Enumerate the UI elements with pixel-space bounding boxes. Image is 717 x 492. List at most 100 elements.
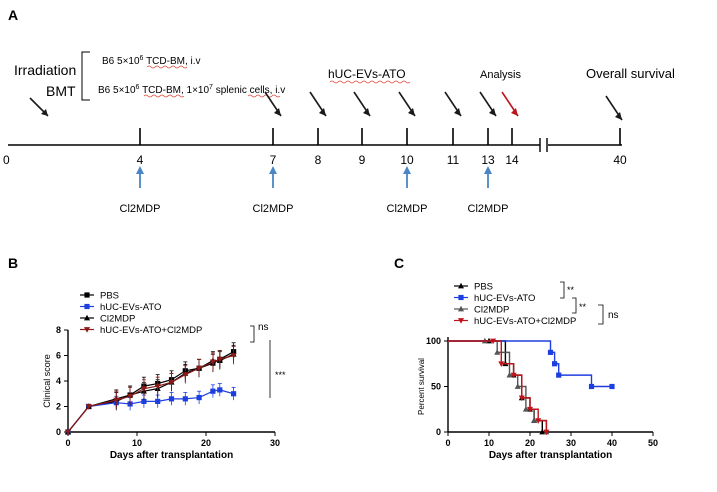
data-point [527,406,533,413]
data-point [155,398,161,404]
treatment-arrow-head [363,108,370,116]
data-point [514,383,521,389]
legend-marker [84,327,90,333]
bmt-label: BMT [46,83,76,99]
legend-label: Cl2MDP [100,314,135,325]
legend-marker [84,314,90,321]
b6-line-2: B6 5×106 TCD-BM, 1×107 splenic cells, i.… [98,84,285,96]
data-point [196,365,203,372]
y-axis-label: Clinical score [42,354,52,408]
y-axis-label: Percent survival [417,358,426,415]
spellcheck-underline [143,94,185,98]
spellcheck-underline [247,94,281,98]
data-point [518,395,525,402]
significance-bracket [560,281,565,299]
data-point [127,393,134,400]
treatment-arrow-head [408,108,415,116]
y-tick-label: 50 [431,382,441,392]
legend-marker [84,303,90,310]
panel-c-survival: C 0 10 20 30 40 50 0 50 100 Days after transplant… [394,255,658,461]
data-point [65,429,71,436]
timeline-day-label: 0 [3,153,10,167]
significance-label: *** [275,370,286,380]
data-point [113,397,120,404]
x-tick-label: 20 [525,438,535,448]
timeline-day-label: 13 [481,153,495,167]
y-tick-label: 4 [56,376,61,386]
data-point [552,361,558,367]
x-tick-label: 40 [607,438,617,448]
survival-arrow-head [615,112,622,120]
data-point [231,391,237,397]
data-point [510,372,517,379]
x-tick-label: 30 [270,438,280,448]
data-point [196,394,202,401]
panel-b-clinical-score: B 0 10 20 30 0 2 4 6 8 Days after transplantation… [8,255,286,461]
legend-marker [458,282,464,289]
data-point [154,383,161,390]
legend-marker [84,292,90,298]
series-line-1 [67,389,234,433]
treatment-label: hUC-EVs-ATO [328,67,406,81]
x-tick-label: 20 [201,438,211,448]
treatment-arrow-head [274,108,281,116]
cl2mdp-label: Cl2MDP [468,203,509,215]
data-point [182,396,188,402]
treatment-arrow-head [319,108,326,116]
x-axis-label: Days after transplantation [489,450,612,461]
analysis-arrow-head [511,108,518,116]
panel-c-letter: C [394,255,404,271]
timeline-day-label: 14 [505,153,519,167]
data-point [141,398,147,404]
significance-label: ns [258,322,269,333]
data-point [182,372,189,378]
data-point [85,404,92,410]
data-point [210,388,216,394]
x-tick-label: 0 [445,438,450,448]
y-tick-label: 0 [56,427,61,437]
spellcheck-underline [146,65,188,69]
data-point [535,418,542,424]
irradiation-arrowhead [41,109,48,116]
legend-label: hUC-EVs-ATO+Cl2MDP [474,316,576,327]
legend-label: hUC-EVs-ATO [474,293,535,304]
panel-a-letter: A [8,7,18,23]
cl2mdp-label: Cl2MDP [120,203,161,215]
y-tick-label: 6 [56,351,61,361]
irradiation-label: Irradiation [14,62,76,78]
y-tick-label: 0 [436,427,441,437]
cl2mdp-label: Cl2MDP [387,203,428,215]
treatment-arrow-head [454,108,461,116]
data-point [498,361,505,367]
y-tick-label: 2 [56,402,61,412]
panel-a-timeline: A Irradiation BMT B6 5×106 TCD-BM, i.v B… [3,7,675,215]
bmt-bracket [81,51,90,101]
data-point [217,387,223,393]
data-point [168,379,175,386]
survival-curve-1 [448,340,612,388]
legend-label: hUC-EVs-ATO [100,302,161,313]
data-point [588,383,595,390]
data-point [539,428,546,435]
timeline-day-label: 8 [315,153,322,167]
data-point [209,359,216,366]
b6-line-1: B6 5×106 TCD-BM, i.v [102,55,201,67]
cl2mdp-arrowhead [403,166,411,174]
significance-bracket [598,304,604,325]
significance-label: ** [579,302,587,312]
legend-marker [458,305,464,312]
significance-bracket [250,325,255,343]
x-tick-label: 0 [65,438,70,448]
data-point [543,429,550,436]
data-point [490,338,497,345]
treatment-arrow-head [489,108,496,116]
y-tick-label: 100 [426,336,441,346]
legend-label: PBS [100,291,119,302]
data-point [522,406,529,412]
x-tick-label: 10 [484,438,494,448]
data-point [216,356,223,363]
data-point [556,372,562,378]
data-point [609,383,615,390]
analysis-label: Analysis [480,69,521,81]
tcd-bm-text-1: TCD-BM [146,56,185,67]
